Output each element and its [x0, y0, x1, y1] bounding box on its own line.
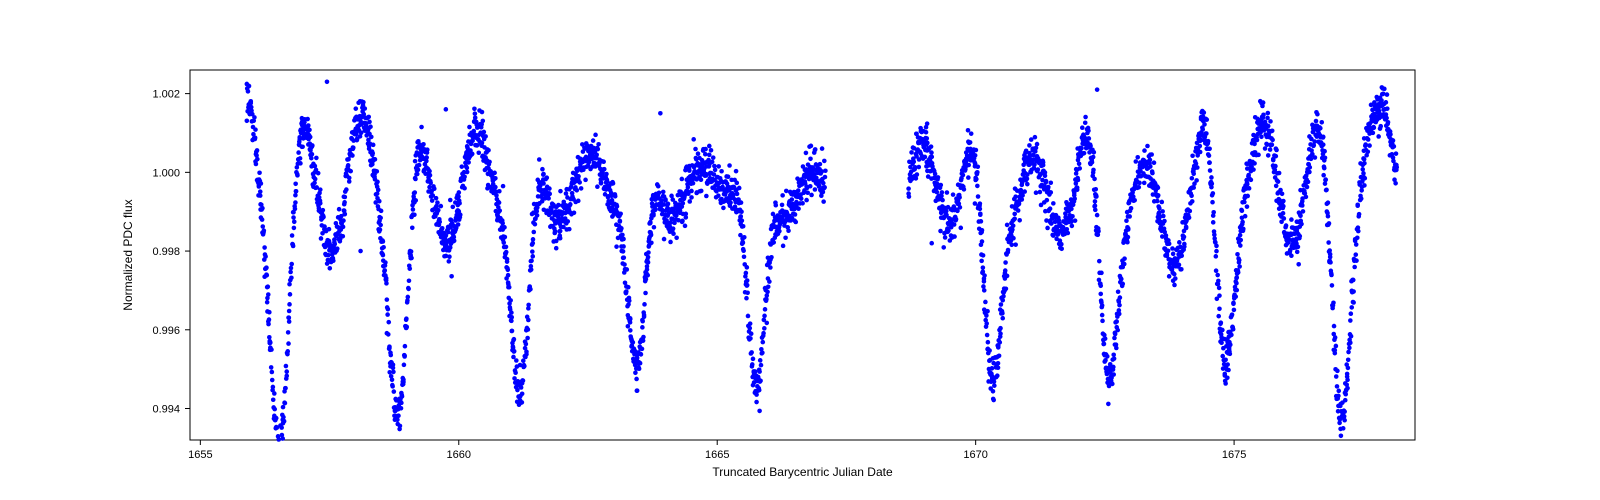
x-tick-label: 1665	[705, 449, 729, 461]
x-tick-label: 1655	[188, 449, 212, 461]
x-tick-label: 1660	[447, 449, 471, 461]
x-tick-label: 1675	[1222, 449, 1246, 461]
data-points	[245, 80, 1400, 442]
chart-svg: 1655 1660 1665 1670 1675 0.994 0.996 0.998 1.000…	[0, 0, 1600, 500]
plot-border	[190, 70, 1415, 440]
y-tick-label: 1.002	[152, 89, 180, 101]
y-tick-label: 1.000	[152, 167, 180, 179]
y-tick-label: 0.998	[152, 246, 180, 258]
x-tick-label: 1670	[963, 449, 987, 461]
x-axis-label: Truncated Barycentric Julian Date	[712, 465, 893, 479]
y-tick-label: 0.994	[152, 404, 180, 416]
y-axis-label: Normalized PDC flux	[121, 199, 135, 310]
y-tick-label: 0.996	[152, 325, 180, 337]
light-curve-chart: 1655 1660 1665 1670 1675 0.994 0.996 0.998 1.000…	[0, 0, 1600, 500]
